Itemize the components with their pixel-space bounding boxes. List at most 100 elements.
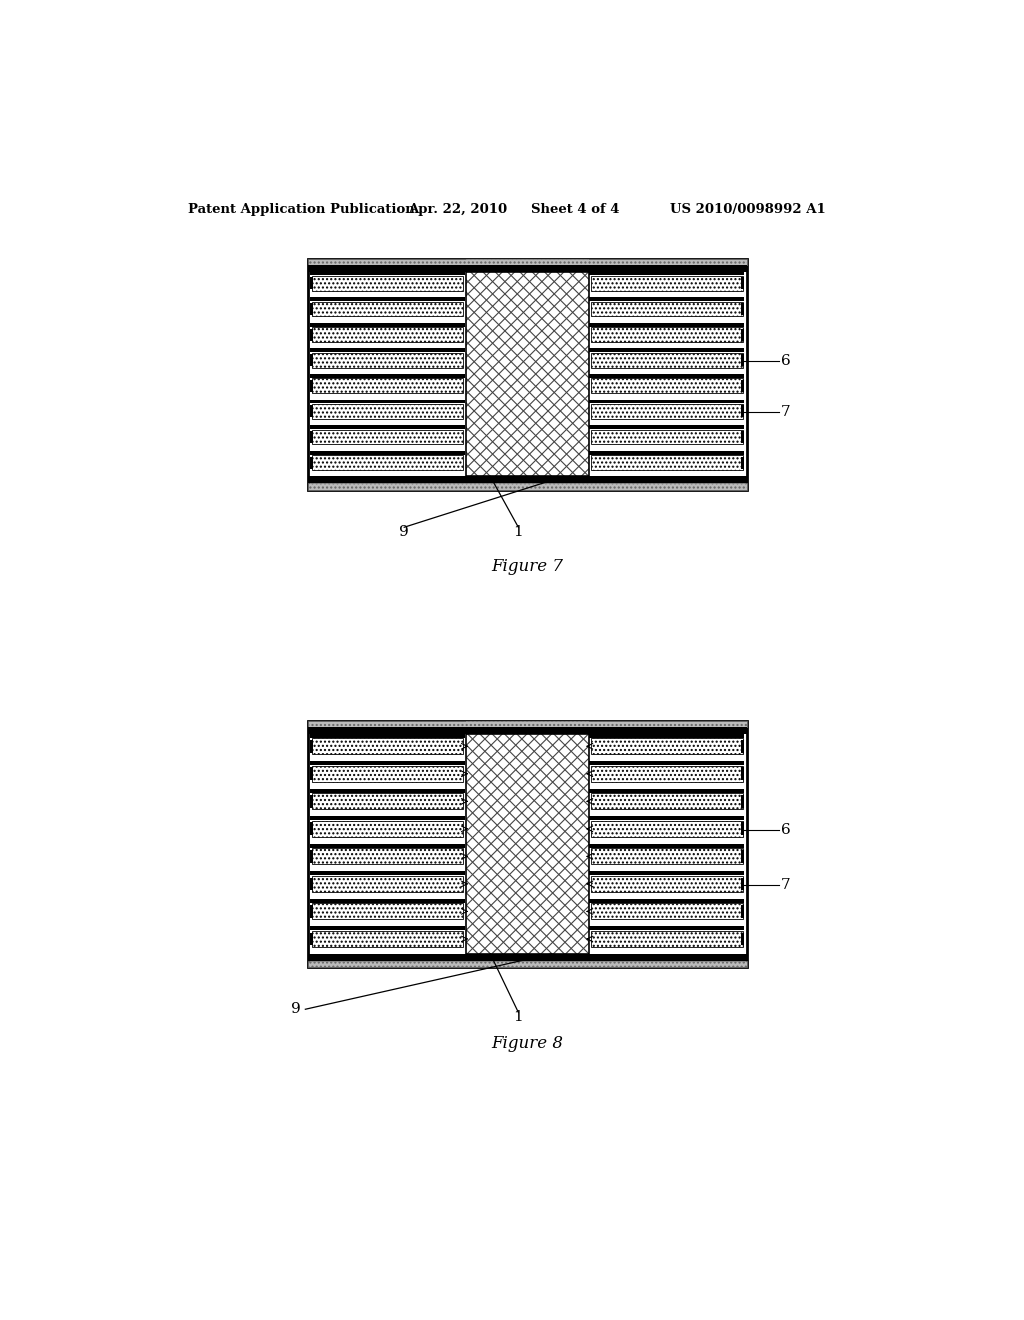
Bar xyxy=(310,906,313,917)
Bar xyxy=(591,793,742,809)
Bar xyxy=(741,932,744,945)
Bar xyxy=(311,931,463,946)
Text: Apr. 22, 2010: Apr. 22, 2010 xyxy=(408,203,507,216)
Bar xyxy=(310,816,465,820)
Bar xyxy=(310,432,313,444)
Bar xyxy=(310,795,313,808)
Text: 1: 1 xyxy=(513,1010,523,1024)
Text: 7: 7 xyxy=(781,878,791,892)
Bar xyxy=(590,451,744,454)
Bar xyxy=(590,762,744,766)
Bar xyxy=(307,259,746,490)
Text: Patent Application Publication: Patent Application Publication xyxy=(188,203,415,216)
Bar xyxy=(590,871,744,875)
Bar xyxy=(741,405,744,417)
Bar xyxy=(307,264,746,272)
Text: US 2010/0098992 A1: US 2010/0098992 A1 xyxy=(670,203,825,216)
Bar xyxy=(310,878,313,890)
Bar xyxy=(591,455,742,470)
Bar xyxy=(590,374,744,378)
Text: 9: 9 xyxy=(399,525,410,539)
Text: 6: 6 xyxy=(781,354,791,368)
Bar xyxy=(310,297,465,301)
Text: 9: 9 xyxy=(291,1002,301,1016)
Bar xyxy=(741,304,744,315)
Bar xyxy=(310,348,465,352)
Bar xyxy=(741,277,744,289)
Bar xyxy=(311,876,463,892)
Bar xyxy=(311,903,463,920)
Bar xyxy=(590,788,744,793)
Bar xyxy=(311,379,463,393)
Bar xyxy=(310,899,465,903)
Bar xyxy=(311,738,463,754)
Bar xyxy=(310,400,465,404)
Bar xyxy=(307,727,746,734)
Bar xyxy=(590,425,744,429)
Bar xyxy=(310,762,465,766)
Bar xyxy=(591,301,742,317)
Bar xyxy=(311,404,463,418)
Bar xyxy=(310,871,465,875)
Bar xyxy=(311,821,463,837)
Bar xyxy=(310,788,465,793)
Bar xyxy=(310,304,313,315)
Text: Sheet 4 of 4: Sheet 4 of 4 xyxy=(531,203,620,216)
Bar xyxy=(591,876,742,892)
Bar xyxy=(310,380,313,392)
Bar xyxy=(310,822,313,836)
Bar xyxy=(310,457,313,469)
Bar xyxy=(591,429,742,445)
Bar xyxy=(590,400,744,404)
Bar xyxy=(590,323,744,326)
Bar xyxy=(307,961,746,966)
Bar xyxy=(307,721,746,966)
Bar xyxy=(591,352,742,367)
Bar xyxy=(311,766,463,781)
Bar xyxy=(591,903,742,920)
Bar xyxy=(307,477,746,483)
Bar xyxy=(466,259,589,490)
Bar xyxy=(310,323,465,326)
Bar xyxy=(590,843,744,847)
Bar xyxy=(591,738,742,754)
Bar xyxy=(311,276,463,290)
Bar xyxy=(310,277,313,289)
Bar xyxy=(310,850,313,863)
Bar xyxy=(741,795,744,808)
Bar xyxy=(590,899,744,903)
Bar xyxy=(591,821,742,837)
Bar xyxy=(307,259,746,264)
Bar xyxy=(590,297,744,301)
Bar xyxy=(311,429,463,445)
Bar xyxy=(591,327,742,342)
Bar xyxy=(590,816,744,820)
Bar xyxy=(307,483,746,490)
Bar xyxy=(310,405,313,417)
Bar xyxy=(741,906,744,917)
Bar xyxy=(307,721,746,726)
Bar xyxy=(310,741,313,752)
Bar xyxy=(311,455,463,470)
Bar xyxy=(591,849,742,865)
Bar xyxy=(311,793,463,809)
Text: Figure 7: Figure 7 xyxy=(492,558,563,576)
Bar xyxy=(591,276,742,290)
Bar xyxy=(590,348,744,352)
Bar xyxy=(741,767,744,780)
Bar xyxy=(310,932,313,945)
Bar xyxy=(466,721,589,966)
Bar xyxy=(311,327,463,342)
Bar xyxy=(310,272,465,276)
Bar xyxy=(311,849,463,865)
Bar xyxy=(590,734,744,738)
Bar xyxy=(466,734,589,954)
Bar xyxy=(310,329,313,341)
Bar xyxy=(466,272,589,477)
Bar xyxy=(311,301,463,317)
Bar xyxy=(741,850,744,863)
Text: 1: 1 xyxy=(513,525,523,539)
Bar xyxy=(591,379,742,393)
Bar xyxy=(591,931,742,946)
Bar xyxy=(590,927,744,931)
